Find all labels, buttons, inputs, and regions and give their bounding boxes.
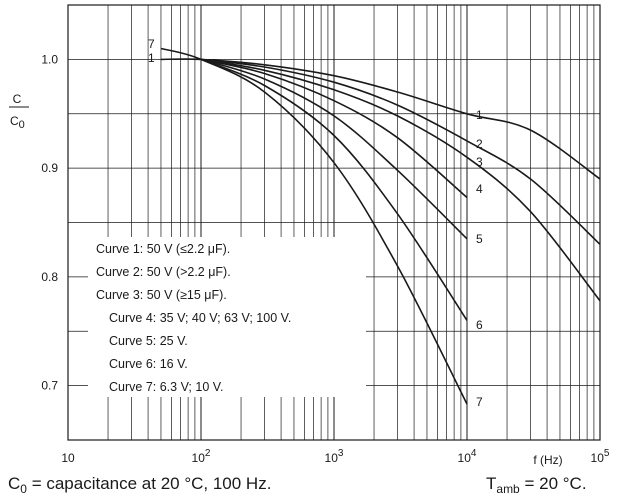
curve-label-4: 4 [476, 182, 483, 196]
curve-label-5: 5 [476, 232, 483, 246]
y-tick-label: 0.8 [41, 270, 58, 284]
curve-label-1-start: 1 [148, 51, 155, 65]
c0-definition-note: C0 = capacitance at 20 °C, 100 Hz. [8, 474, 272, 496]
curve-label-6: 6 [476, 318, 483, 332]
curve-1 [160, 58, 601, 180]
curve-3 [200, 58, 601, 302]
chart-curves [160, 47, 601, 405]
curve-label-1: 1 [476, 108, 483, 122]
legend-entry-curve-1: Curve 1: 50 V (≤2.2 μF). [96, 242, 231, 256]
legend-entry-curve-4: Curve 4: 35 V; 40 V; 63 V; 100 V. [109, 311, 292, 325]
curve-label-2: 2 [476, 137, 483, 151]
curve-label-3: 3 [476, 155, 483, 169]
x-axis-label: f (Hz) [533, 453, 562, 467]
y-axis-label-numerator: C [13, 92, 22, 106]
chart-legend: Curve 1: 50 V (≤2.2 μF). Curve 2: 50 V (… [88, 237, 366, 397]
curve-label-7-start: 7 [148, 37, 155, 51]
y-tick-label: 0.9 [41, 161, 58, 175]
curve-label-7: 7 [476, 395, 483, 409]
curve-2 [200, 58, 601, 245]
curve-7 [160, 47, 468, 405]
x-tick-label: 10 [61, 451, 75, 465]
legend-entry-curve-2: Curve 2: 50 V (>2.2 μF). [96, 265, 231, 279]
legend-entry-curve-5: Curve 5: 25 V. [109, 334, 188, 348]
legend-entry-curve-3: Curve 3: 50 V (≥15 μF). [96, 288, 227, 302]
x-tick-label: 103 [325, 448, 344, 465]
curve-6 [200, 58, 468, 321]
axis-tick-labels: 10 102 103 104 105 0.7 0.8 0.9 1.0 [41, 52, 610, 465]
plot-frame [67, 4, 601, 441]
y-tick-label: 1.0 [41, 52, 58, 66]
ambient-temperature-note: Tamb = 20 °C. [486, 474, 587, 496]
curve-4 [200, 58, 468, 199]
curve-5 [200, 58, 468, 240]
y-axis-label-denominator: C0 [10, 114, 25, 131]
x-tick-label: 102 [192, 448, 211, 465]
x-tick-label: 105 [591, 448, 610, 465]
x-tick-label: 104 [458, 448, 477, 465]
legend-entry-curve-7: Curve 7: 6.3 V; 10 V. [109, 380, 224, 394]
legend-entry-curve-6: Curve 6: 16 V. [109, 357, 188, 371]
y-tick-label: 0.7 [41, 379, 58, 393]
